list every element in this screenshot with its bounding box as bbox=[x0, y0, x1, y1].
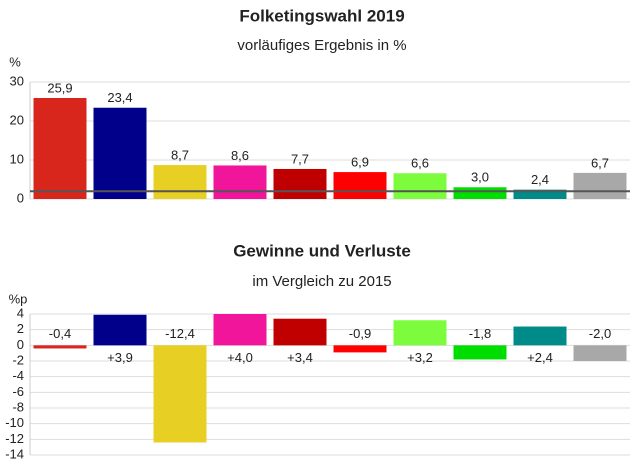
y-tick-label: -8 bbox=[12, 399, 24, 414]
chart-subtitle: im Vergleich zu 2015 bbox=[252, 273, 391, 290]
y-tick-label: 20 bbox=[10, 112, 24, 127]
value-label: +3,9 bbox=[107, 350, 133, 365]
value-label: 23,4 bbox=[107, 90, 132, 105]
value-label: 8,7 bbox=[171, 148, 189, 163]
y-tick-label: 4 bbox=[17, 305, 24, 320]
bar bbox=[393, 320, 447, 346]
bar bbox=[273, 168, 327, 199]
value-label: 8,6 bbox=[231, 148, 249, 163]
bar bbox=[453, 187, 507, 199]
value-label: +3,4 bbox=[287, 350, 313, 365]
y-tick-label: -6 bbox=[12, 384, 24, 399]
value-label: 3,0 bbox=[471, 170, 489, 185]
bar bbox=[33, 345, 87, 349]
bar bbox=[153, 165, 207, 199]
bar bbox=[213, 165, 267, 199]
value-label: 6,9 bbox=[351, 155, 369, 170]
bar bbox=[453, 345, 507, 360]
value-label: 7,7 bbox=[291, 151, 309, 166]
bar bbox=[393, 173, 447, 199]
chart-subtitle: vorläufiges Ergebnis in % bbox=[237, 37, 406, 54]
y-tick-label: 30 bbox=[10, 73, 24, 88]
chart-title: Folketingswahl 2019 bbox=[239, 6, 404, 25]
y-tick-label: 10 bbox=[10, 151, 24, 166]
y-tick-label: 2 bbox=[17, 321, 24, 336]
bar bbox=[213, 314, 267, 346]
y-tick-label: -10 bbox=[5, 415, 24, 430]
bar bbox=[273, 318, 327, 346]
chart-title: Gewinne und Verluste bbox=[233, 241, 411, 260]
y-tick-label: -4 bbox=[12, 368, 24, 383]
bar bbox=[573, 345, 627, 361]
value-label: +4,0 bbox=[227, 350, 253, 365]
bar bbox=[573, 172, 627, 199]
value-label: -1,8 bbox=[469, 326, 491, 341]
value-label: 2,4 bbox=[531, 172, 549, 187]
y-tick-label: 0 bbox=[17, 190, 24, 205]
bar bbox=[333, 345, 387, 353]
bar bbox=[93, 107, 147, 199]
value-label: -2,0 bbox=[589, 326, 611, 341]
bar bbox=[153, 345, 207, 443]
bar bbox=[513, 189, 567, 199]
bar bbox=[93, 314, 147, 346]
value-label: +3,2 bbox=[407, 350, 433, 365]
bar bbox=[513, 326, 567, 346]
y-tick-label: -12 bbox=[5, 431, 24, 446]
y-tick-label: 0 bbox=[17, 337, 24, 352]
y-tick-label: -2 bbox=[12, 352, 24, 367]
bar bbox=[333, 172, 387, 199]
value-label: -0,4 bbox=[49, 326, 71, 341]
bar bbox=[33, 97, 87, 199]
value-label: 6,7 bbox=[591, 155, 609, 170]
value-label: 6,6 bbox=[411, 156, 429, 171]
y-axis-label: % bbox=[9, 54, 21, 69]
value-label: 25,9 bbox=[47, 80, 72, 95]
value-label: +2,4 bbox=[527, 350, 553, 365]
value-label: -12,4 bbox=[165, 326, 195, 341]
value-label: -0,9 bbox=[349, 326, 371, 341]
y-tick-label: -14 bbox=[5, 446, 24, 461]
y-axis-label: %p bbox=[9, 291, 28, 306]
